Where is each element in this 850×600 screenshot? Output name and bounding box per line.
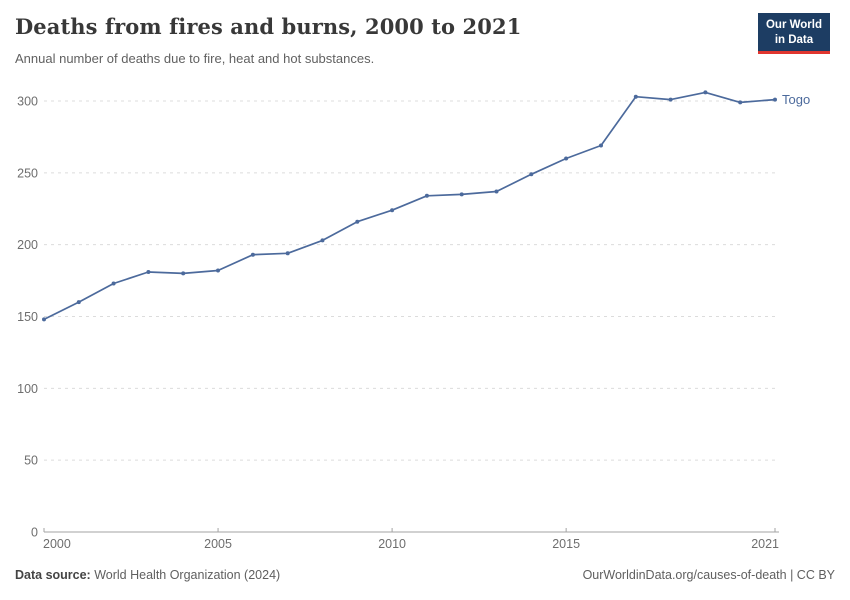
x-tick-label: 2005 bbox=[204, 537, 232, 551]
data-point[interactable] bbox=[181, 271, 186, 276]
line-chart[interactable]: 0 50 100 150 200 250 300 2000 2005 2010 2015 2021 To… bbox=[0, 85, 850, 560]
data-point[interactable] bbox=[424, 193, 429, 198]
data-source-label: Data source: bbox=[15, 568, 91, 582]
y-tick-label: 150 bbox=[17, 310, 38, 324]
y-tick-label: 300 bbox=[17, 95, 38, 109]
y-tick-label: 0 bbox=[31, 526, 38, 540]
page-title: Deaths from fires and burns, 2000 to 202… bbox=[15, 14, 522, 39]
data-source: Data source: World Health Organization (… bbox=[15, 568, 280, 582]
chart-footer: Data source: World Health Organization (… bbox=[15, 568, 835, 582]
data-point[interactable] bbox=[773, 97, 777, 102]
chart-line[interactable] bbox=[43, 91, 776, 321]
data-point[interactable] bbox=[599, 143, 603, 148]
data-point[interactable] bbox=[216, 268, 220, 273]
data-point[interactable] bbox=[42, 317, 46, 322]
data-point[interactable] bbox=[494, 189, 499, 194]
data-point[interactable] bbox=[250, 252, 255, 257]
data-point[interactable] bbox=[285, 251, 290, 256]
data-point[interactable] bbox=[320, 238, 325, 243]
owid-logo-line2: in Data bbox=[774, 33, 814, 46]
x-tick-label: 2021 bbox=[751, 537, 779, 551]
x-tick-label: 2000 bbox=[43, 537, 71, 551]
owid-logo-line1: Our World bbox=[765, 19, 822, 31]
data-point[interactable] bbox=[633, 94, 638, 99]
credit-line: OurWorldinData.org/causes-of-death | CC … bbox=[582, 568, 835, 582]
data-point[interactable] bbox=[703, 90, 708, 95]
y-tick-label: 100 bbox=[17, 382, 38, 396]
data-point[interactable] bbox=[564, 156, 569, 161]
y-tick-label: 200 bbox=[17, 238, 38, 252]
data-point[interactable] bbox=[146, 270, 151, 274]
data-point[interactable] bbox=[529, 172, 534, 177]
data-source-value: World Health Organization (2024) bbox=[94, 568, 281, 582]
data-point[interactable] bbox=[390, 208, 395, 213]
x-tick-label: 2010 bbox=[378, 537, 406, 551]
data-point[interactable] bbox=[459, 192, 464, 197]
y-tick-label: 250 bbox=[17, 166, 38, 180]
data-point[interactable] bbox=[738, 100, 743, 105]
x-tick-label: 2015 bbox=[552, 537, 580, 551]
owid-logo[interactable]: Our World in Data bbox=[757, 13, 830, 54]
data-point[interactable] bbox=[355, 219, 360, 224]
series-label[interactable]: Togo bbox=[782, 92, 810, 107]
data-point[interactable] bbox=[76, 300, 81, 305]
chart-subtitle: Annual number of deaths due to fire, hea… bbox=[15, 51, 375, 66]
data-point[interactable] bbox=[668, 97, 673, 102]
y-tick-label: 50 bbox=[24, 454, 38, 468]
data-point[interactable] bbox=[111, 281, 116, 286]
